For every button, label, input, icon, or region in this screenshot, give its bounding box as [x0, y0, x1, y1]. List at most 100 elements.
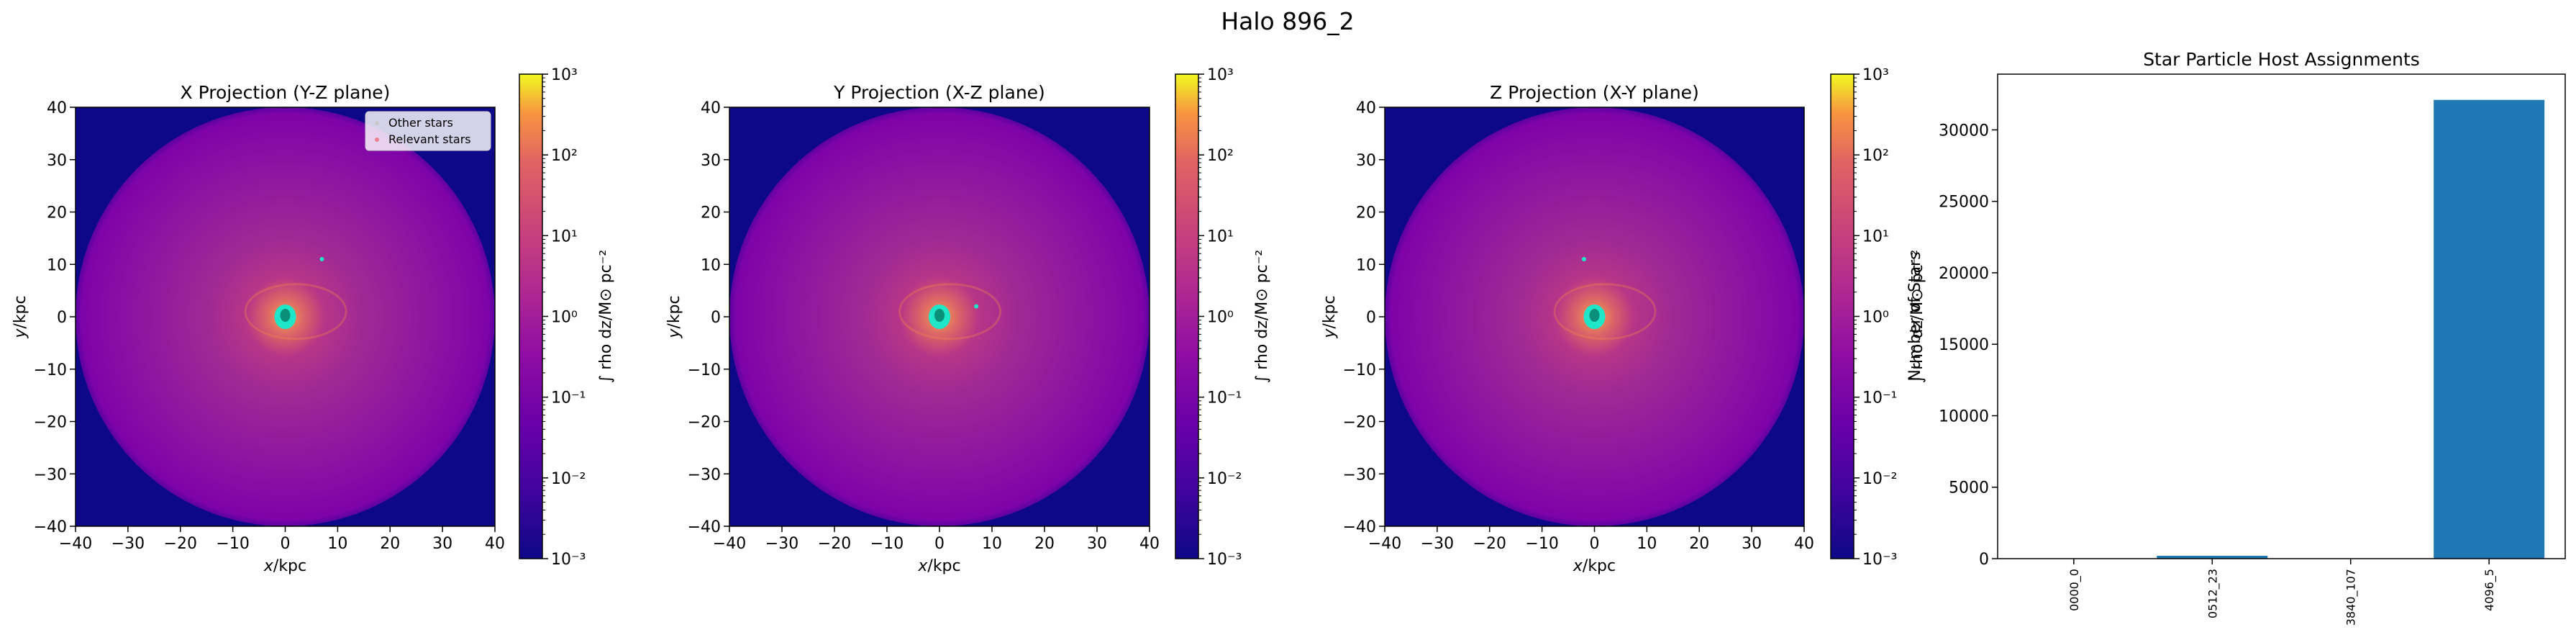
x-axis-label: x/kpc	[263, 557, 306, 575]
plot-title: Y Projection (X-Z plane)	[833, 82, 1045, 103]
y-tick-label: 20000	[1939, 265, 1989, 283]
colorbar-tick-label: 10⁻³	[551, 551, 586, 569]
y-tick-label: 30000	[1939, 122, 1989, 140]
colorbar-tick-label: 10¹	[551, 227, 578, 245]
satellite-star-clump	[319, 256, 324, 261]
plot-title: Star Particle Host Assignments	[2143, 49, 2420, 70]
legend-marker-relevant	[375, 138, 379, 142]
y-tick-label: −40	[688, 518, 721, 536]
colorbar-tick-label: 10¹	[1207, 227, 1234, 245]
y-tick-label: 40	[47, 99, 67, 117]
projection-panel-2: Y Projection (X-Z plane) −40 −30 −20 −10 0 10 2…	[665, 66, 1271, 575]
x-tick-label: 20	[1034, 535, 1055, 553]
y-tick-label: 10	[701, 256, 721, 274]
colorbar-tick-label: 10⁻¹	[1862, 389, 1897, 407]
x-tick-label: 0	[281, 535, 291, 553]
x-tick-label: −20	[164, 535, 197, 553]
y-tick-label: −30	[34, 466, 67, 484]
colorbar-tick-label: 10⁻³	[1207, 551, 1242, 569]
y-tick-label: 10	[47, 256, 67, 274]
legend-marker-other	[375, 121, 379, 125]
y-tick-label: 30	[701, 152, 721, 170]
x-tick-label: 10	[982, 535, 1002, 553]
relevant-stars-dense-core	[934, 309, 945, 322]
colorbar-tick-label: 10¹	[1862, 227, 1889, 245]
x-tick-label: −10	[216, 535, 249, 553]
x-tick-label: −30	[111, 535, 145, 553]
y-tick-label: −10	[34, 361, 67, 379]
colorbar	[1830, 73, 1854, 559]
x-tick-label: −40	[59, 535, 92, 553]
y-tick-label: 5000	[1949, 479, 1989, 497]
legend-box	[365, 111, 491, 151]
colorbar-label: ∫ rho dz/M⊙ pc⁻²	[1908, 250, 1926, 383]
y-tick-label: 0	[1979, 551, 1989, 569]
relevant-stars-dense-core	[1589, 309, 1600, 322]
x-tick-label: 3840_107	[2344, 569, 2359, 626]
y-tick-label: 15000	[1939, 336, 1989, 354]
colorbar-tick-label: 10⁰	[551, 309, 578, 327]
colorbar-tick-label: 10²	[1862, 147, 1889, 165]
y-axis-label: y/kpc	[665, 295, 683, 338]
y-axis-label: Number of Stars	[1906, 251, 1924, 381]
y-tick-label: −40	[34, 518, 67, 536]
y-tick-label: 30	[1356, 152, 1376, 170]
colorbar-label: ∫ rho dz/M⊙ pc⁻²	[1253, 250, 1271, 383]
x-tick-label: −10	[1525, 535, 1558, 553]
colorbar	[519, 73, 543, 559]
y-tick-label: −20	[1343, 414, 1376, 432]
bar-4096_5	[2434, 99, 2545, 559]
y-tick-label: 20	[47, 204, 67, 222]
colorbar-tick-label: 10³	[1207, 66, 1234, 84]
y-tick-label: −20	[688, 414, 721, 432]
x-tick-label: 20	[1689, 535, 1709, 553]
x-tick-label: 40	[1794, 535, 1814, 553]
plot-title: X Projection (Y-Z plane)	[181, 82, 391, 103]
y-tick-label: −10	[1343, 361, 1376, 379]
colorbar-tick-label: 10²	[1207, 147, 1234, 165]
y-axis-label: y/kpc	[1321, 295, 1339, 338]
legend-label-other: Other stars	[388, 116, 453, 130]
x-axis-label: x/kpc	[1573, 557, 1616, 575]
y-axis-label: y/kpc	[12, 295, 29, 338]
colorbar-tick-label: 10⁻²	[1862, 470, 1897, 488]
y-tick-label: 30	[47, 152, 67, 170]
colorbar-tick-label: 10⁻²	[551, 470, 586, 488]
x-tick-label: 10	[1637, 535, 1657, 553]
figure-title: Halo 896_2	[1221, 7, 1354, 35]
satellite-star-clump	[974, 304, 979, 309]
y-tick-label: −20	[34, 414, 67, 432]
x-tick-label: −40	[713, 535, 746, 553]
y-tick-label: −40	[1343, 518, 1376, 536]
x-axis-label: x/kpc	[917, 557, 960, 575]
x-tick-label: 10	[327, 535, 347, 553]
y-tick-label: −30	[688, 466, 721, 484]
y-tick-label: 0	[1366, 309, 1376, 327]
colorbar-tick-label: 10³	[1862, 66, 1889, 84]
y-tick-label: 0	[57, 309, 67, 327]
relevant-stars-dense-core	[280, 309, 291, 322]
x-tick-label: −30	[1421, 535, 1454, 553]
x-tick-label: −30	[765, 535, 798, 553]
x-tick-label: 4096_5	[2482, 569, 2497, 611]
y-tick-label: 10	[1356, 256, 1376, 274]
colorbar-tick-label: 10⁰	[1862, 309, 1889, 327]
x-tick-label: 40	[1139, 535, 1160, 553]
x-tick-label: 0000_0	[2067, 569, 2082, 611]
x-tick-label: 30	[432, 535, 452, 553]
bar-chart-panel: Star Particle Host Assignments 0000_0 0512…	[1906, 49, 2566, 626]
x-tick-label: 40	[485, 535, 505, 553]
x-tick-label: 0	[934, 535, 945, 553]
colorbar-label: ∫ rho dz/M⊙ pc⁻²	[597, 250, 615, 383]
x-tick-label: 0512_23	[2206, 569, 2220, 618]
legend-label-relevant: Relevant stars	[388, 132, 471, 146]
colorbar-tick-label: 10⁰	[1207, 309, 1234, 327]
plot-frame	[1997, 73, 2566, 559]
x-tick-label: 30	[1742, 535, 1762, 553]
x-tick-label: −20	[818, 535, 851, 553]
x-tick-label: 0	[1590, 535, 1600, 553]
y-tick-label: 20	[1356, 204, 1376, 222]
x-tick-label: 30	[1087, 535, 1107, 553]
y-tick-label: 40	[701, 99, 721, 117]
